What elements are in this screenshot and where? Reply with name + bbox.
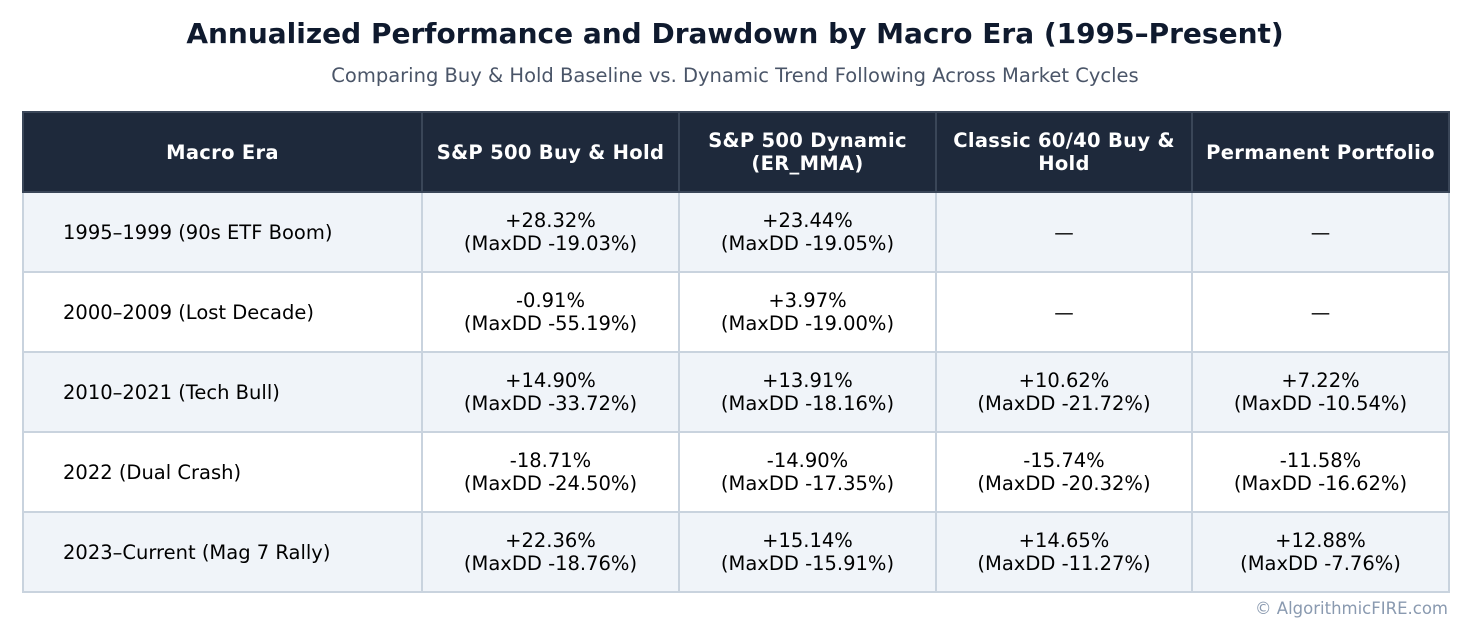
max-drawdown: (MaxDD -19.03%) — [463, 232, 638, 255]
annualized-return: +23.44% — [762, 209, 853, 232]
max-drawdown: (MaxDD -24.50%) — [463, 472, 638, 495]
table-row: 1995–1999 (90s ETF Boom) +28.32% (MaxDD -1… — [22, 191, 1450, 273]
value-cell: — — [935, 191, 1193, 273]
table-row: 2010–2021 (Tech Bull) +14.90% (MaxDD -33.7… — [22, 351, 1450, 433]
column-header-macro-era: Macro Era — [22, 111, 423, 193]
annualized-return: -14.90% — [766, 449, 849, 472]
value-cell: -11.58% (MaxDD -16.62%) — [1191, 431, 1450, 513]
max-drawdown: (MaxDD -11.27%) — [977, 552, 1151, 575]
value-cell: +15.14% (MaxDD -15.91%) — [678, 511, 937, 593]
annualized-return: — — [1054, 220, 1074, 244]
max-drawdown: (MaxDD -18.76%) — [463, 552, 638, 575]
max-drawdown: (MaxDD -17.35%) — [720, 472, 895, 495]
value-cell: +12.88% (MaxDD -7.76%) — [1191, 511, 1450, 593]
max-drawdown: (MaxDD -33.72%) — [463, 392, 638, 415]
annualized-return: +28.32% — [505, 209, 596, 232]
value-cell: -14.90% (MaxDD -17.35%) — [678, 431, 937, 513]
value-cell: +13.91% (MaxDD -18.16%) — [678, 351, 937, 433]
column-header-permanent-portfolio: Permanent Portfolio — [1191, 111, 1450, 193]
macro-era-cell: 2010–2021 (Tech Bull) — [22, 351, 423, 433]
value-cell: +14.65% (MaxDD -11.27%) — [935, 511, 1193, 593]
annualized-return: — — [1310, 220, 1331, 244]
value-cell: -18.71% (MaxDD -24.50%) — [421, 431, 680, 513]
column-header-classic-60-40: Classic 60/40 Buy & Hold — [935, 111, 1193, 193]
chart-title: Annualized Performance and Drawdown by M… — [186, 17, 1284, 50]
max-drawdown: (MaxDD -19.05%) — [720, 232, 895, 255]
value-cell: -15.74% (MaxDD -20.32%) — [935, 431, 1193, 513]
value-cell: +22.36% (MaxDD -18.76%) — [421, 511, 680, 593]
column-header-sp500-dynamic: S&P 500 Dynamic (ER_MMA) — [678, 111, 937, 193]
macro-era-cell: 1995–1999 (90s ETF Boom) — [22, 191, 423, 273]
annualized-return: — — [1310, 300, 1331, 324]
performance-table: Macro Era S&P 500 Buy & Hold S&P 500 Dyn… — [22, 111, 1450, 593]
max-drawdown: (MaxDD -20.32%) — [977, 472, 1151, 495]
value-cell: +3.97% (MaxDD -19.00%) — [678, 271, 937, 353]
column-header-sp500-buy-hold: S&P 500 Buy & Hold — [421, 111, 680, 193]
value-cell: -0.91% (MaxDD -55.19%) — [421, 271, 680, 353]
annualized-return: +15.14% — [762, 529, 853, 552]
max-drawdown: (MaxDD -16.62%) — [1233, 472, 1408, 495]
annualized-return: +14.65% — [1018, 529, 1110, 552]
annualized-return: +7.22% — [1281, 369, 1360, 392]
annualized-return: +3.97% — [768, 289, 847, 312]
chart-subtitle: Comparing Buy & Hold Baseline vs. Dynami… — [331, 64, 1139, 87]
header-row: Macro Era S&P 500 Buy & Hold S&P 500 Dyn… — [22, 111, 1450, 193]
value-cell: +10.62% (MaxDD -21.72%) — [935, 351, 1193, 433]
max-drawdown: (MaxDD -21.72%) — [977, 392, 1151, 415]
annualized-return: +14.90% — [505, 369, 596, 392]
value-cell: +23.44% (MaxDD -19.05%) — [678, 191, 937, 273]
annualized-return: +12.88% — [1275, 529, 1366, 552]
max-drawdown: (MaxDD -18.16%) — [720, 392, 895, 415]
annualized-return: +13.91% — [762, 369, 853, 392]
value-cell: — — [1191, 191, 1450, 273]
annualized-return: +22.36% — [505, 529, 596, 552]
table-body: 1995–1999 (90s ETF Boom) +28.32% (MaxDD -1… — [22, 191, 1450, 593]
value-cell: — — [1191, 271, 1450, 353]
macro-era-cell: 2022 (Dual Crash) — [22, 431, 423, 513]
copyright-footer: © AlgorithmicFIRE.com — [1255, 599, 1448, 618]
annualized-return: -15.74% — [1023, 449, 1105, 472]
annualized-return: -18.71% — [509, 449, 592, 472]
table-header: Macro Era S&P 500 Buy & Hold S&P 500 Dyn… — [22, 111, 1450, 193]
annualized-return: -11.58% — [1279, 449, 1362, 472]
max-drawdown: (MaxDD -55.19%) — [463, 312, 638, 335]
table-row: 2000–2009 (Lost Decade) -0.91% (MaxDD -55.… — [22, 271, 1450, 353]
max-drawdown: (MaxDD -7.76%) — [1240, 552, 1401, 575]
annualized-return: +10.62% — [1018, 369, 1110, 392]
macro-era-cell: 2023–Current (Mag 7 Rally) — [22, 511, 423, 593]
macro-era-cell: 2000–2009 (Lost Decade) — [22, 271, 423, 353]
value-cell: +28.32% (MaxDD -19.03%) — [421, 191, 680, 273]
table-row: 2022 (Dual Crash) -18.71% (MaxDD -24.50%) -… — [22, 431, 1450, 513]
value-cell: +14.90% (MaxDD -33.72%) — [421, 351, 680, 433]
annualized-return: — — [1054, 300, 1074, 324]
max-drawdown: (MaxDD -19.00%) — [720, 312, 895, 335]
annualized-return: -0.91% — [516, 289, 585, 312]
table-row: 2023–Current (Mag 7 Rally) +22.36% (MaxDD … — [22, 511, 1450, 593]
value-cell: +7.22% (MaxDD -10.54%) — [1191, 351, 1450, 433]
max-drawdown: (MaxDD -15.91%) — [720, 552, 895, 575]
max-drawdown: (MaxDD -10.54%) — [1233, 392, 1408, 415]
value-cell: — — [935, 271, 1193, 353]
